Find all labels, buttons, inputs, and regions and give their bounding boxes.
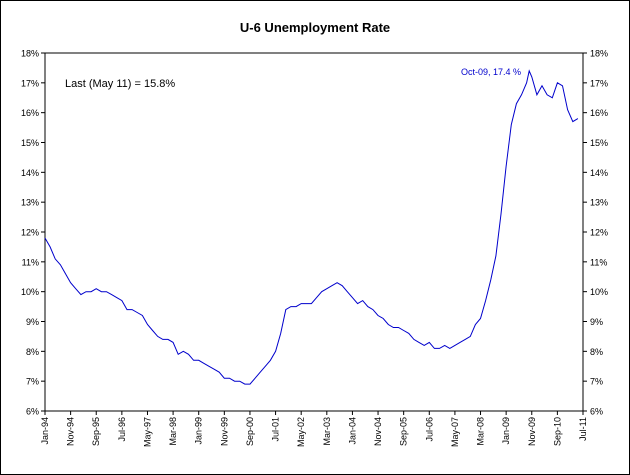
x-tick-label: Nov-94 <box>66 417 76 446</box>
x-tick-label: Jul-06 <box>424 417 434 442</box>
peak-annotation: Oct-09, 17.4 % <box>461 67 521 77</box>
y-tick-label-left: 7% <box>26 377 39 387</box>
y-tick-label-right: 7% <box>590 377 603 387</box>
y-tick-label-right: 16% <box>590 108 608 118</box>
x-tick-label: Jan-94 <box>40 417 50 445</box>
y-tick-label-right: 11% <box>590 257 607 267</box>
y-tick-label-right: 8% <box>590 347 603 357</box>
x-tick-label: May-02 <box>296 417 306 447</box>
y-tick-label-left: 17% <box>21 78 39 88</box>
y-tick-label-left: 14% <box>21 168 39 178</box>
x-tick-label: Jul-11 <box>578 417 588 441</box>
series-line-u6 <box>44 69 579 385</box>
x-tick-label: Sep-00 <box>245 417 255 446</box>
y-tick-label-left: 12% <box>21 228 39 238</box>
y-tick-label-left: 15% <box>21 138 39 148</box>
plot-area <box>44 52 584 412</box>
x-tick-label: Nov-04 <box>373 417 383 446</box>
y-tick-label-right: 12% <box>590 228 608 238</box>
y-tick-label-left: 10% <box>21 287 39 297</box>
x-tick-label: Nov-99 <box>219 417 229 446</box>
x-tick-label: Sep-95 <box>91 417 101 446</box>
y-tick-label-left: 16% <box>21 108 39 118</box>
x-tick-label: Mar-98 <box>168 417 178 446</box>
x-tick-label: Mar-03 <box>322 417 332 446</box>
last-value-annotation: Last (May 11) = 15.8% <box>65 78 175 90</box>
x-tick-label: Jul-96 <box>117 417 127 442</box>
x-axis: Jan-94 Nov-94 Sep-95 Jul-96 May-97 Mar-98 Jan-… <box>40 411 588 447</box>
x-tick-label: Jul-01 <box>271 417 281 442</box>
y-tick-label-right: 18% <box>590 49 608 59</box>
y-tick-label-right: 10% <box>590 287 608 297</box>
x-tick-label: Mar-08 <box>476 417 486 446</box>
x-tick-label: Jan-99 <box>194 417 204 445</box>
x-tick-label: Jan-04 <box>347 417 357 445</box>
y-tick-label-left: 11% <box>22 257 39 267</box>
chart-title: U-6 Unemployment Rate <box>239 20 391 35</box>
y-tick-label-left: 9% <box>26 317 39 327</box>
y-tick-label-left: 8% <box>26 347 39 357</box>
y-tick-label-right: 9% <box>590 317 603 327</box>
left-y-axis: 6% 7% 8% 9% 10% 11% 12% 13% 14% 15% 16% 17% 18% <box>21 49 45 417</box>
y-tick-label-left: 13% <box>21 198 39 208</box>
right-y-axis: 6% 7% 8% 9% 10% 11% 12% 13% 14% 15% 16% 17% 18% <box>583 49 608 417</box>
y-tick-label-right: 15% <box>590 138 608 148</box>
y-tick-label-right: 14% <box>590 168 608 178</box>
y-tick-label-left: 18% <box>21 49 39 59</box>
x-tick-label: May-07 <box>450 417 460 447</box>
x-tick-label: May-97 <box>142 417 152 447</box>
y-tick-label-right: 13% <box>590 198 608 208</box>
x-tick-label: Sep-05 <box>399 417 409 446</box>
x-tick-label: Nov-09 <box>527 417 537 446</box>
x-tick-label: Sep-10 <box>552 417 562 446</box>
y-tick-label-left: 6% <box>26 407 39 417</box>
x-tick-label: Jan-09 <box>501 417 511 445</box>
y-tick-label-right: 6% <box>590 407 603 417</box>
y-tick-label-right: 17% <box>590 78 608 88</box>
